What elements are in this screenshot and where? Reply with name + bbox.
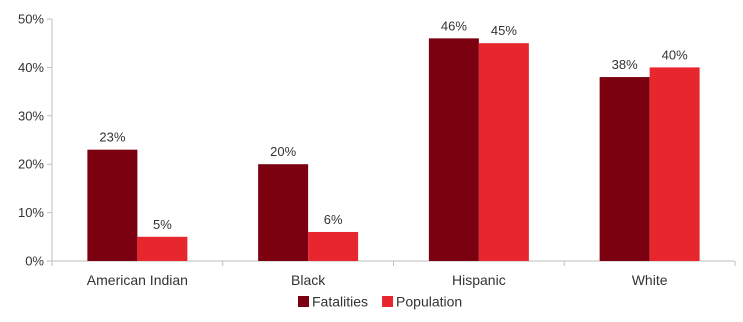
x-category-label: Black [291, 272, 326, 288]
legend: Fatalities Population [298, 294, 462, 310]
bar-fatalities [258, 164, 309, 261]
data-label: 23% [99, 130, 125, 145]
bar-population [308, 231, 359, 261]
x-axis: American Indian Black Hispanic White [51, 260, 736, 288]
y-tick-label: 0% [25, 254, 44, 269]
bar-series: 23% 5% 20% 6% 46% 45% 38% 40% [87, 18, 700, 262]
data-label: 20% [270, 144, 296, 159]
data-label: 5% [153, 217, 172, 232]
legend-label: Fatalities [312, 294, 368, 310]
x-category-label: White [632, 272, 668, 288]
x-category-label: Hispanic [452, 272, 506, 288]
data-label: 45% [491, 23, 517, 38]
bar-population [649, 67, 700, 262]
bar-fatalities [428, 38, 479, 261]
legend-label: Population [396, 294, 462, 310]
data-label: 46% [441, 18, 467, 33]
data-label: 40% [662, 47, 688, 62]
bar-population [478, 43, 529, 262]
bar-population [137, 236, 188, 261]
y-tick-label: 20% [18, 157, 44, 172]
y-tick-label: 10% [18, 205, 44, 220]
x-category-label: American Indian [87, 272, 188, 288]
data-label: 38% [612, 57, 638, 72]
data-label: 6% [324, 212, 343, 227]
y-axis: 0% 10% 20% 30% 40% 50% [18, 12, 53, 269]
y-tick-label: 50% [18, 12, 44, 27]
y-tick-label: 40% [18, 60, 44, 75]
y-tick-label: 30% [18, 108, 44, 123]
legend-swatch [382, 296, 394, 307]
bar-fatalities [599, 77, 650, 261]
legend-swatch [298, 296, 309, 307]
bar-fatalities [87, 149, 138, 261]
